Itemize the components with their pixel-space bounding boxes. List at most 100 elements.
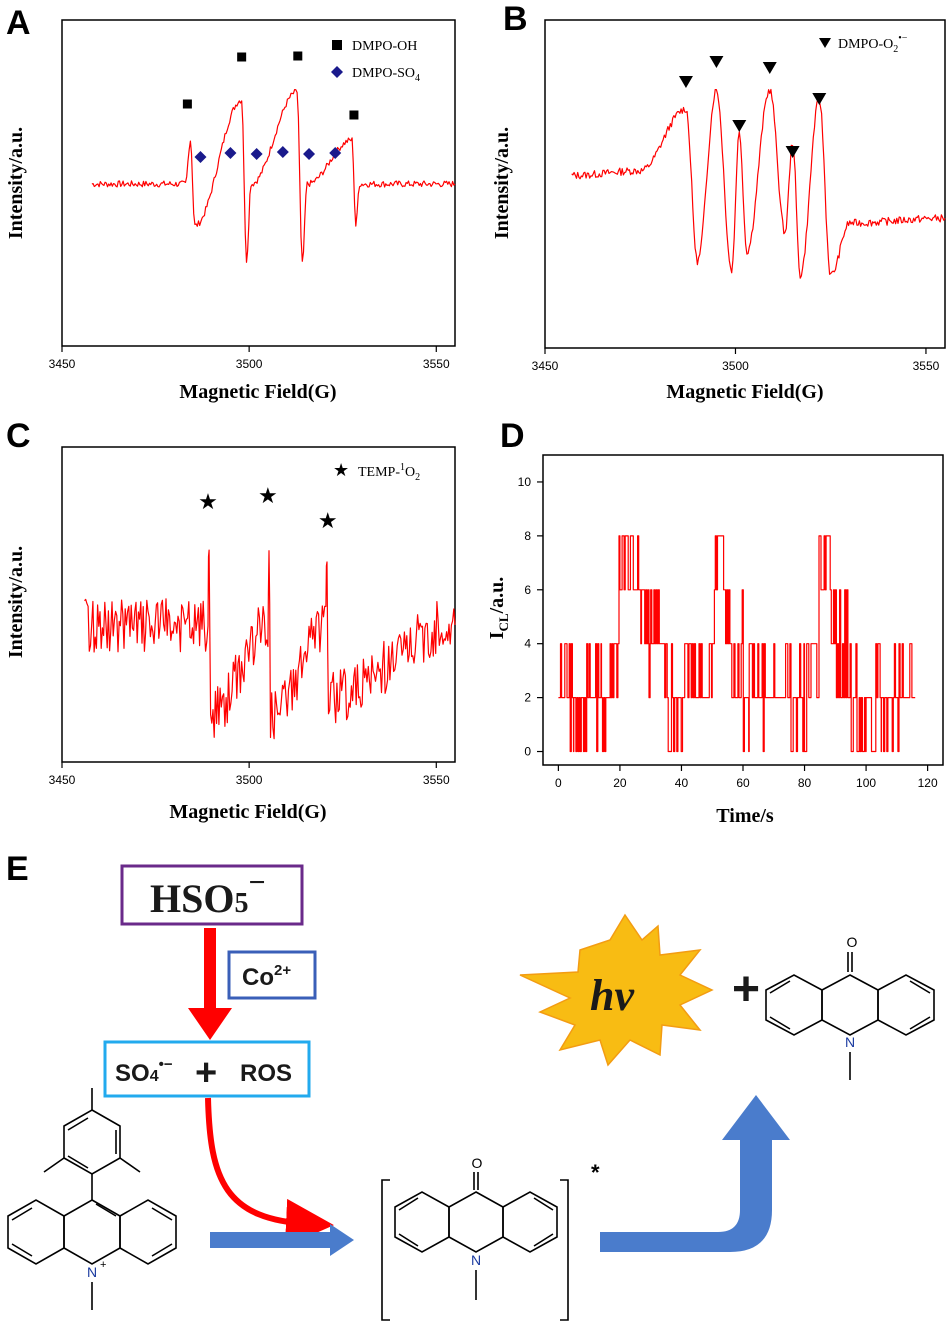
- panel-a-spectrum: [91, 89, 456, 263]
- x-tick-label-b: 3500: [722, 359, 749, 373]
- ros-label: ROS: [240, 1060, 292, 1087]
- left-ring-excited: [394, 1191, 450, 1253]
- central-ring-excited: [448, 1191, 504, 1253]
- y-tick-label-d: 6: [524, 583, 531, 597]
- panel-label-b: B: [503, 0, 528, 38]
- panel-label-e: E: [6, 850, 29, 888]
- acridinium-double-bonds: [11, 1203, 173, 1257]
- panel-d-trace: [558, 535, 916, 753]
- panel-a: A 3450 3500 3550 Magnetic Field(G) Intensi…: [5, 4, 456, 403]
- atom-n-excited: N: [471, 1252, 481, 1268]
- radical-box: [103, 1040, 311, 1098]
- x-tick-label-b: 3450: [532, 359, 559, 373]
- square-marker: [293, 51, 303, 61]
- red-arrow-down: [188, 928, 232, 1040]
- triangle-marker: [709, 56, 724, 68]
- acridone-product-structure: O N: [765, 934, 935, 1080]
- reagent-box: [120, 864, 304, 926]
- light-burst-icon: [519, 913, 714, 1067]
- carbonyl-bond-product: [847, 952, 853, 972]
- panel-b-ticks: 3450 3500 3550: [532, 348, 940, 373]
- legend-b-item: DMPO-O2•−: [838, 33, 908, 55]
- diamond-marker: [329, 147, 342, 159]
- legend-c-star-symbol: ★: [333, 460, 349, 480]
- light-label: hv: [590, 971, 634, 1020]
- panel-d-ylabel: ICL/a.u.: [486, 577, 511, 640]
- x-tick-label-d: 120: [918, 776, 938, 790]
- triangle-marker: [785, 146, 800, 158]
- panel-a-ylabel: Intensity/a.u.: [5, 127, 27, 239]
- catalyst-box: [227, 950, 317, 1000]
- diamond-marker: [224, 147, 237, 159]
- square-marker: [237, 52, 247, 62]
- diamond-marker: [250, 148, 263, 160]
- legend-b-triangle-symbol: [819, 38, 831, 48]
- mesityl-acridinium-structure: N +: [7, 1088, 177, 1310]
- square-marker: [349, 110, 359, 120]
- panel-d-xlabel: Time/s: [716, 805, 774, 827]
- triangle-marker: [678, 76, 693, 88]
- x-tick-label-a: 3500: [236, 357, 263, 371]
- panel-c: C 3450 3500 3550 Magnetic Field(G) Intensi…: [5, 417, 456, 823]
- mesityl-ring: [63, 1109, 121, 1175]
- x-tick-label-d: 40: [675, 776, 689, 790]
- catalyst-label: Co2+: [242, 962, 291, 991]
- legend-a-item-2: DMPO-SO4: [352, 66, 420, 84]
- red-curved-arrow: [205, 1097, 334, 1247]
- atom-n-reactant: N: [87, 1264, 97, 1280]
- atom-n-product: N: [845, 1034, 855, 1050]
- atom-o-excited: O: [472, 1155, 483, 1171]
- double-bonds-excited: [398, 1197, 554, 1247]
- legend-a-square-symbol: [332, 40, 342, 50]
- panel-c-markers: ★ ★ ★: [198, 483, 338, 533]
- panel-c-ylabel: Intensity/a.u.: [5, 546, 27, 658]
- acridinium-central-ring: [63, 1199, 121, 1265]
- blue-arrow-right: [210, 1224, 354, 1256]
- panel-e-scheme: E HSO5− Co2+ SO4•− + ROS hv + O: [6, 850, 935, 1321]
- star-marker: ★: [198, 489, 218, 514]
- x-tick-label-c: 3500: [236, 773, 263, 787]
- left-ring-product: [765, 974, 823, 1036]
- x-tick-label-d: 60: [736, 776, 750, 790]
- legend-a-diamond-symbol: [331, 66, 343, 78]
- radical-label: SO4•−: [115, 1056, 173, 1087]
- right-bracket: [560, 1179, 569, 1321]
- legend-c-item: TEMP-1O2: [358, 462, 420, 483]
- panel-a-markers: [182, 51, 359, 163]
- left-bracket: [381, 1179, 390, 1321]
- x-tick-label-b: 3550: [913, 359, 940, 373]
- panel-b-spectrum: [571, 88, 946, 279]
- panel-a-ticks: 3450 3500 3550: [49, 346, 450, 371]
- panel-b: B 3450 3500 3550 Magnetic Field(G) Intensi…: [491, 0, 946, 403]
- x-tick-label-c: 3550: [423, 773, 450, 787]
- x-tick-label-a: 3550: [423, 357, 450, 371]
- y-tick-label-d: 10: [518, 475, 532, 489]
- legend-a-item-1: DMPO-OH: [352, 39, 417, 54]
- x-tick-label-c: 3450: [49, 773, 76, 787]
- panel-a-xlabel: Magnetic Field(G): [179, 381, 336, 403]
- panel-b-axes: [544, 19, 946, 349]
- square-marker: [182, 99, 192, 109]
- triangle-marker: [732, 120, 747, 132]
- panel-d-ticks: 0 20 40 60 80 100 120 0 2 4 6 8 10: [518, 475, 938, 790]
- diamond-marker: [303, 148, 316, 160]
- y-tick-label-d: 2: [524, 691, 531, 705]
- diamond-marker: [194, 151, 207, 163]
- panel-label-c: C: [6, 417, 31, 455]
- x-tick-label-a: 3450: [49, 357, 76, 371]
- mesityl-double-bonds: [67, 1117, 117, 1169]
- y-tick-label-d: 4: [524, 637, 531, 651]
- x-tick-label-d: 100: [856, 776, 876, 790]
- central-ring-product: [821, 974, 879, 1036]
- y-tick-label-d: 0: [524, 745, 531, 759]
- right-ring-excited: [502, 1191, 558, 1253]
- x-tick-label-d: 80: [798, 776, 812, 790]
- reagent-label: HSO5−: [150, 866, 266, 921]
- panel-d: D 0 20 40 60 80 100 120 0 2 4 6 8 10 Time/s ICL/a.u.: [486, 417, 944, 827]
- acridinium-right-ring: [119, 1199, 177, 1265]
- star-marker: ★: [318, 508, 338, 533]
- product-plus: +: [732, 963, 760, 1016]
- y-tick-label-d: 8: [524, 529, 531, 543]
- atom-o-product: O: [847, 934, 858, 950]
